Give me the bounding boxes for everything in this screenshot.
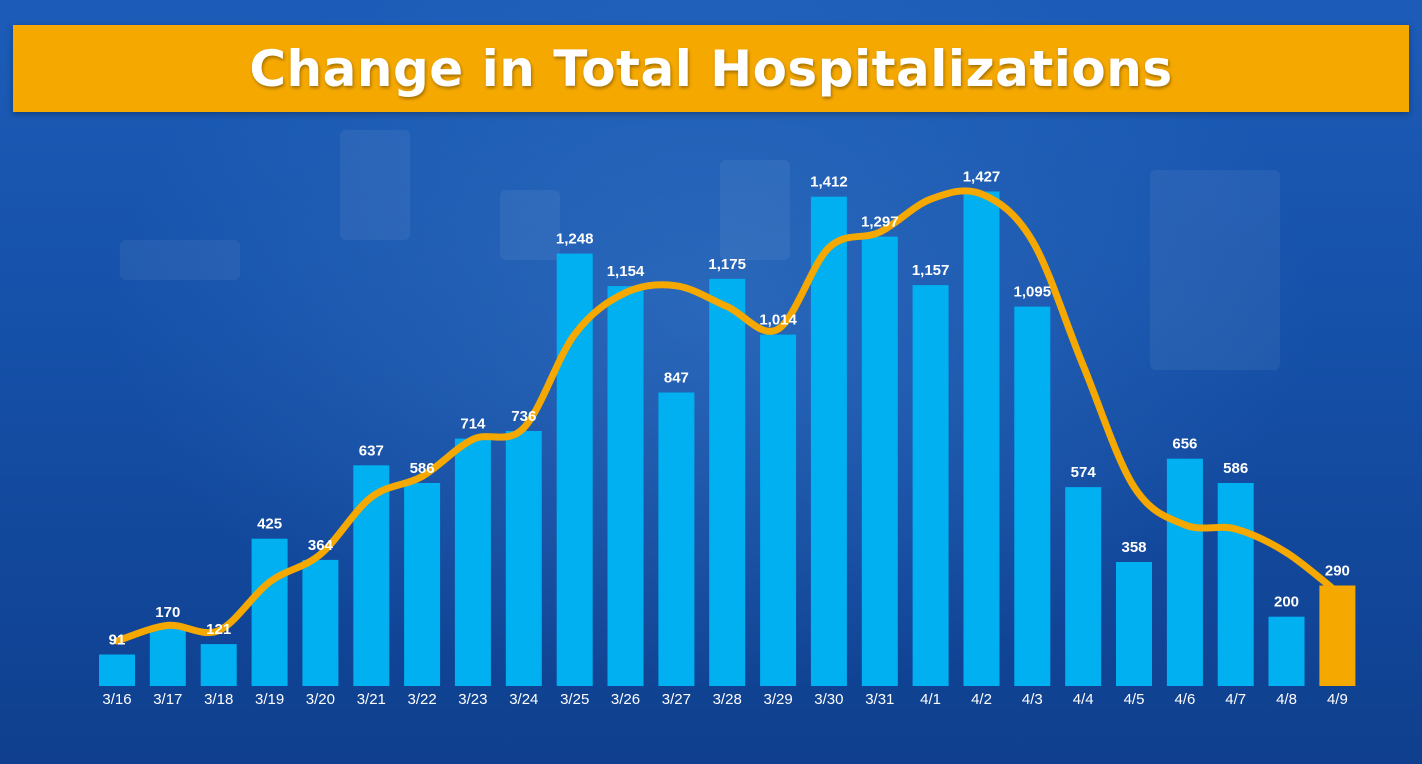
bar-4-1 xyxy=(912,285,949,686)
bar-4-8 xyxy=(1268,616,1305,686)
bar-value-label: 121 xyxy=(206,621,231,638)
x-tick-label: 3/22 xyxy=(407,691,436,708)
bar-value-label: 656 xyxy=(1172,436,1197,453)
bar-value-label: 1,014 xyxy=(759,312,797,329)
bar-4-5 xyxy=(1116,562,1152,686)
trend-line xyxy=(113,187,1341,645)
bar-value-label: 170 xyxy=(155,604,180,621)
x-tick-label: 3/24 xyxy=(509,691,538,708)
bar-3-26 xyxy=(607,286,644,686)
x-tick-label: 3/23 xyxy=(458,691,487,708)
x-tick-label: 3/29 xyxy=(763,691,792,708)
x-tick-label: 4/6 xyxy=(1174,691,1195,708)
page-title: Change in Total Hospitalizations xyxy=(249,39,1173,98)
bar-value-label: 290 xyxy=(1325,563,1350,580)
x-tick-label: 3/20 xyxy=(306,691,335,708)
x-tick-label: 4/3 xyxy=(1022,691,1043,708)
bar-value-label: 1,248 xyxy=(556,231,594,248)
x-tick-label: 4/8 xyxy=(1276,691,1297,708)
bar-3-27 xyxy=(658,392,695,686)
bar-4-3 xyxy=(1014,306,1051,686)
x-tick-label: 3/30 xyxy=(814,691,843,708)
x-tick-label: 4/9 xyxy=(1327,691,1348,708)
bar-value-label: 91 xyxy=(109,632,126,649)
x-tick-label: 4/4 xyxy=(1073,691,1094,708)
bar-value-label: 714 xyxy=(460,416,486,433)
bar-value-label: 425 xyxy=(257,516,282,533)
bar-4-7 xyxy=(1217,483,1254,686)
bar-3-23 xyxy=(454,438,491,686)
bar-3-24 xyxy=(505,431,542,686)
bar-3-20 xyxy=(302,559,339,686)
bar-value-label: 1,175 xyxy=(708,256,746,273)
x-tick-label: 3/26 xyxy=(611,691,640,708)
bar-value-label: 1,154 xyxy=(607,263,645,280)
bar-value-label: 1,297 xyxy=(861,214,899,231)
bar-3-22 xyxy=(404,483,441,686)
x-tick-label: 3/19 xyxy=(255,691,284,708)
bar-value-label: 1,412 xyxy=(810,174,848,191)
bar-3-21 xyxy=(353,465,390,686)
bar-value-label: 574 xyxy=(1071,464,1097,481)
bar-3-31 xyxy=(861,236,898,686)
bar-value-label: 736 xyxy=(511,408,536,425)
bar-value-label: 200 xyxy=(1274,594,1299,611)
bar-value-label: 1,095 xyxy=(1014,284,1052,301)
bar-4-2 xyxy=(963,191,1000,686)
bar-3-29 xyxy=(760,334,797,686)
x-tick-label: 3/17 xyxy=(153,691,182,708)
x-tick-label: 3/25 xyxy=(560,691,589,708)
x-tick-label: 4/5 xyxy=(1124,691,1145,708)
bar-value-label: 586 xyxy=(410,460,435,477)
bar-value-label: 1,427 xyxy=(963,169,1001,186)
bar-3-30 xyxy=(810,196,847,686)
bar-3-25 xyxy=(556,253,593,686)
title-banner: Change in Total Hospitalizations xyxy=(13,25,1409,112)
x-tick-label: 3/28 xyxy=(713,691,742,708)
x-tick-label: 3/31 xyxy=(865,691,894,708)
bar-3-18 xyxy=(200,644,237,686)
bar-3-28 xyxy=(709,278,746,686)
bar-3-16 xyxy=(99,654,135,686)
bar-value-label: 586 xyxy=(1223,460,1248,477)
bar-4-6 xyxy=(1166,458,1203,686)
bar-value-label: 1,157 xyxy=(912,262,950,279)
bar-value-label: 847 xyxy=(664,370,689,387)
bar-value-label: 358 xyxy=(1121,539,1146,556)
x-tick-label: 3/18 xyxy=(204,691,233,708)
x-tick-label: 3/21 xyxy=(357,691,386,708)
x-tick-label: 3/27 xyxy=(662,691,691,708)
bar-value-label: 637 xyxy=(359,442,384,459)
bar-value-label: 364 xyxy=(308,537,334,554)
bar-4-9 xyxy=(1319,585,1356,686)
x-tick-label: 4/1 xyxy=(920,691,941,708)
bar-4-4 xyxy=(1065,487,1102,686)
x-tick-label: 4/2 xyxy=(971,691,992,708)
x-tick-label: 3/16 xyxy=(102,691,131,708)
bar-3-17 xyxy=(149,627,186,686)
x-tick-label: 4/7 xyxy=(1225,691,1246,708)
bar-3-19 xyxy=(251,538,288,686)
